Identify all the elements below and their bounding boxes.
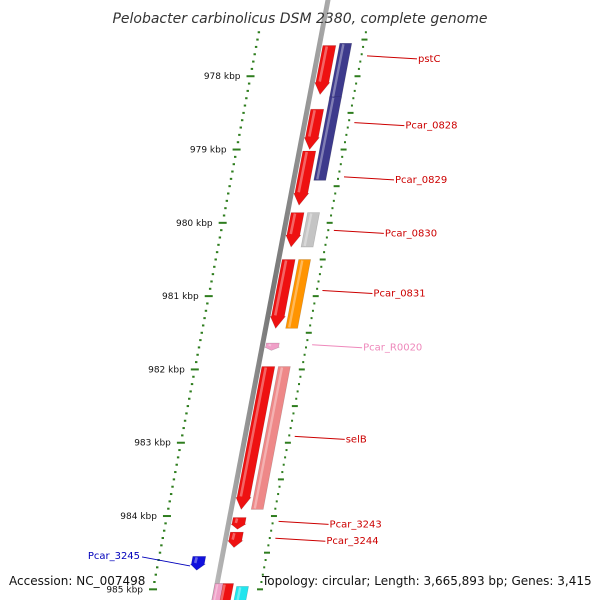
label-leader-line: [141, 556, 191, 567]
feature-track: [189, 42, 353, 600]
scale-label: 981 kbp: [162, 292, 199, 302]
gene-label[interactable]: selB: [346, 434, 367, 445]
feature-highlight: [253, 367, 284, 509]
feature-highlight: [239, 367, 268, 497]
feature-highlight: [289, 213, 297, 235]
backbone-line: [211, 0, 331, 600]
feature-f-selb-cds[interactable]: [235, 366, 276, 511]
feature-highlight: [288, 260, 304, 328]
feature-f-0829-cds[interactable]: [293, 150, 317, 206]
gene-label[interactable]: Pcar_R0020: [363, 343, 422, 354]
feature-f-0831-gene[interactable]: [285, 259, 312, 329]
gene-label[interactable]: Pcar_3243: [330, 519, 382, 530]
feature-f-3245[interactable]: [189, 556, 207, 571]
feature-highlight: [268, 343, 272, 347]
feature-highlight: [307, 109, 316, 137]
feature-highlight: [193, 557, 198, 564]
map-title: Pelobacter carbinolicus DSM 2380, comple…: [112, 11, 487, 27]
feature-highlight: [274, 260, 288, 316]
label-leader-line: [294, 435, 345, 440]
feature-highlight: [234, 518, 239, 524]
feature-highlight: [303, 213, 313, 247]
label-leader-line: [322, 289, 373, 294]
feature-highlight: [318, 46, 329, 82]
scale-label: 985 kbp: [106, 585, 143, 595]
label-leader-line: [343, 176, 395, 181]
feature-highlight: [297, 151, 308, 193]
label-leader-line: [275, 537, 326, 542]
feature-f-0831-cds[interactable]: [269, 259, 296, 329]
scale-label: 978 kbp: [204, 72, 241, 82]
accession-text: Accession: NC_007498: [9, 574, 146, 588]
scale-label: 983 kbp: [134, 439, 171, 449]
label-leader-line: [278, 520, 329, 525]
gene-label[interactable]: Pcar_3245: [88, 551, 140, 562]
label-leader-line: [366, 55, 418, 60]
gene-label[interactable]: Pcar_0829: [395, 175, 447, 186]
label-leader-line: [354, 122, 405, 127]
scale-label: 980 kbp: [176, 219, 213, 229]
gene-label[interactable]: Pcar_3244: [326, 536, 378, 547]
gene-labels: pstC Pcar_0828 Pcar_0829 Pcar_0830 Pcar_0831…: [88, 54, 458, 567]
label-leader-line: [333, 229, 384, 234]
gene-label[interactable]: Pcar_0831: [373, 288, 425, 299]
gene-label[interactable]: pstC: [418, 54, 440, 65]
genome-backbone: [211, 0, 331, 600]
feature-f-top-cds[interactable]: [314, 45, 337, 96]
scale-ruler: 978 kbp 979 kbp 980 kbp 981 kbp 982 kbp 983 k…: [106, 31, 368, 595]
feature-highlight: [213, 584, 219, 600]
gene-label[interactable]: Pcar_0828: [405, 121, 457, 132]
scale-label: 979 kbp: [190, 146, 227, 156]
feature-f-bottom-cyan[interactable]: [230, 586, 249, 600]
feature-f-0830-cds[interactable]: [285, 212, 305, 248]
feature-highlight: [231, 532, 236, 540]
topology-text: Topology: circular; Length: 3,665,893 bp…: [262, 574, 592, 588]
gene-label[interactable]: Pcar_0830: [385, 228, 437, 239]
feature-f-bottom-pink[interactable]: [208, 583, 224, 600]
scale-label: 982 kbp: [148, 365, 185, 375]
feature-f-r0020[interactable]: [264, 342, 280, 351]
label-leader-line: [312, 344, 363, 349]
feature-f-selb-gene[interactable]: [250, 366, 291, 510]
feature-f-0830-gene[interactable]: [300, 212, 320, 248]
feature-f-3243-cds[interactable]: [230, 517, 248, 530]
feature-f-0828-cds[interactable]: [303, 108, 325, 151]
scale-label: 984 kbp: [120, 512, 157, 522]
feature-highlight: [220, 584, 226, 600]
feature-highlight: [331, 44, 345, 98]
feature-f-top-gene[interactable]: [328, 42, 353, 99]
feature-highlight: [236, 587, 242, 600]
feature-f-3244-cds[interactable]: [227, 531, 244, 548]
feature-f-0828-gene[interactable]: [313, 96, 342, 181]
feature-highlight: [316, 97, 335, 180]
